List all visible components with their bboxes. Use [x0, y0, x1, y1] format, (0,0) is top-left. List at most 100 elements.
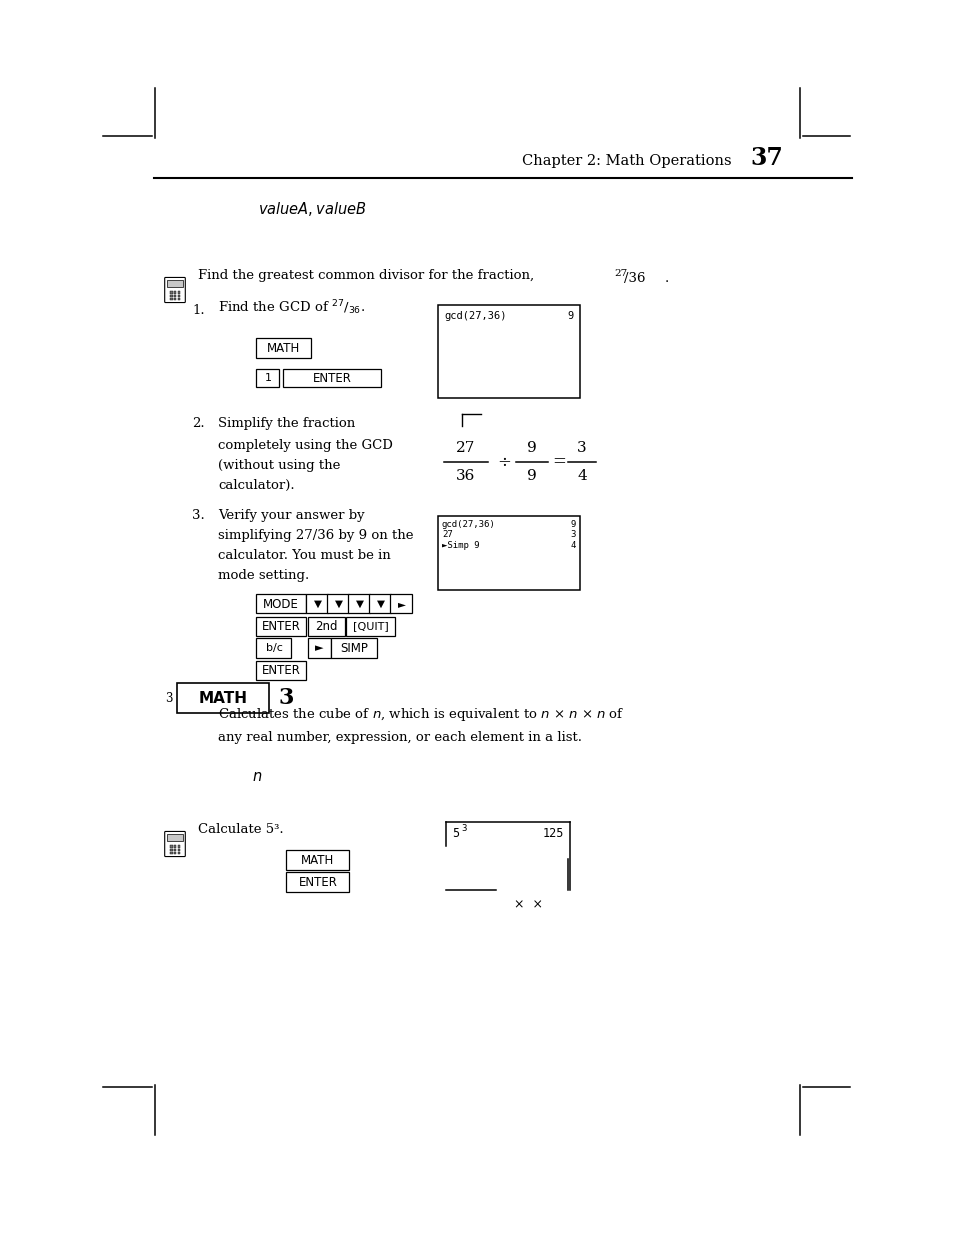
Text: 1.: 1.: [192, 304, 204, 317]
FancyBboxPatch shape: [286, 850, 349, 869]
FancyBboxPatch shape: [286, 872, 349, 892]
Text: 4: 4: [570, 541, 576, 550]
Text: $\mathit{valueA,valueB}$: $\mathit{valueA,valueB}$: [257, 200, 366, 219]
Text: ×  ×: × ×: [514, 898, 542, 911]
Bar: [170, 852, 172, 853]
Text: 3: 3: [570, 530, 576, 538]
Text: ENTER: ENTER: [313, 372, 352, 384]
Text: 3: 3: [277, 687, 294, 709]
Text: Calculates the cube of $n$, which is equivalent to $n$ × $n$ × $n$ of: Calculates the cube of $n$, which is equ…: [218, 706, 624, 722]
Bar: [167, 834, 183, 841]
Text: mode setting.: mode setting.: [218, 569, 309, 582]
Text: .: .: [664, 272, 669, 285]
Text: 3: 3: [165, 692, 172, 704]
FancyBboxPatch shape: [390, 594, 412, 614]
FancyBboxPatch shape: [256, 638, 292, 657]
Bar: [173, 845, 176, 847]
Text: calculator).: calculator).: [218, 479, 294, 492]
FancyBboxPatch shape: [256, 661, 306, 679]
Text: Find the greatest common divisor for the fraction,: Find the greatest common divisor for the…: [198, 269, 537, 282]
Text: ►Simp 9: ►Simp 9: [441, 541, 479, 550]
Text: [QUIT]: [QUIT]: [353, 621, 389, 631]
Text: 27: 27: [441, 530, 453, 538]
Text: 27: 27: [614, 269, 626, 278]
Text: ▼: ▼: [376, 599, 384, 609]
Text: calculator. You must be in: calculator. You must be in: [218, 550, 391, 562]
FancyBboxPatch shape: [331, 638, 377, 657]
Text: 4: 4: [577, 468, 586, 483]
FancyBboxPatch shape: [256, 338, 312, 358]
Text: MATH: MATH: [267, 342, 300, 354]
Text: $n$: $n$: [252, 769, 262, 784]
FancyBboxPatch shape: [369, 594, 391, 614]
Text: 9: 9: [527, 468, 537, 483]
Text: ÷: ÷: [497, 453, 511, 471]
Text: any real number, expression, or each element in a list.: any real number, expression, or each ele…: [218, 731, 581, 743]
Text: 1: 1: [264, 373, 272, 383]
Text: ▼: ▼: [355, 599, 363, 609]
Text: ENTER: ENTER: [298, 876, 337, 888]
Text: Simplify the fraction: Simplify the fraction: [218, 417, 355, 430]
Text: MATH: MATH: [198, 690, 247, 705]
Text: 9: 9: [567, 311, 574, 321]
FancyBboxPatch shape: [306, 594, 328, 614]
FancyBboxPatch shape: [327, 594, 349, 614]
Bar: [170, 295, 172, 296]
FancyBboxPatch shape: [308, 638, 330, 657]
FancyBboxPatch shape: [256, 368, 279, 388]
FancyBboxPatch shape: [348, 594, 370, 614]
FancyBboxPatch shape: [307, 616, 345, 636]
Text: ENTER: ENTER: [262, 620, 300, 632]
Text: gcd(27,36): gcd(27,36): [441, 520, 496, 529]
Text: 27: 27: [456, 441, 476, 456]
Text: MATH: MATH: [301, 853, 335, 867]
Bar: [177, 291, 180, 294]
FancyBboxPatch shape: [283, 368, 381, 388]
Bar: [170, 845, 172, 847]
Bar: [177, 848, 180, 851]
Text: 3.: 3.: [192, 509, 205, 522]
Bar: [177, 845, 180, 847]
Text: 9: 9: [527, 441, 537, 456]
Text: Chapter 2: Math Operations: Chapter 2: Math Operations: [522, 154, 731, 168]
Bar: [437, 305, 579, 398]
Text: 125: 125: [542, 827, 563, 840]
Bar: [437, 516, 579, 590]
Text: gcd(27,36): gcd(27,36): [443, 311, 506, 321]
Text: ►: ►: [397, 599, 405, 609]
Text: SIMP: SIMP: [340, 641, 368, 655]
Text: ►: ►: [314, 643, 323, 653]
FancyBboxPatch shape: [165, 278, 185, 303]
Text: ▼: ▼: [335, 599, 342, 609]
Text: 3: 3: [461, 824, 466, 832]
Text: Calculate 5³.: Calculate 5³.: [198, 823, 283, 836]
Text: /36: /36: [623, 272, 645, 285]
FancyBboxPatch shape: [176, 683, 269, 713]
Text: 36: 36: [456, 468, 476, 483]
Text: 37: 37: [749, 146, 782, 170]
FancyBboxPatch shape: [256, 594, 305, 614]
Bar: [173, 852, 176, 853]
Text: ▼: ▼: [314, 599, 321, 609]
FancyBboxPatch shape: [165, 831, 185, 857]
Bar: [173, 295, 176, 296]
Bar: [170, 848, 172, 851]
Text: 5: 5: [452, 827, 458, 840]
Text: simplifying 27/36 by 9 on the: simplifying 27/36 by 9 on the: [218, 529, 413, 542]
Text: 9: 9: [570, 520, 576, 529]
Text: (without using the: (without using the: [218, 459, 340, 472]
Bar: [173, 298, 176, 300]
Bar: [177, 298, 180, 300]
Text: Find the GCD of $^{27}/_{36}$.: Find the GCD of $^{27}/_{36}$.: [218, 299, 365, 317]
Text: ENTER: ENTER: [262, 663, 300, 677]
Text: 2.: 2.: [192, 417, 204, 430]
FancyBboxPatch shape: [346, 616, 395, 636]
Bar: [170, 298, 172, 300]
Text: 3: 3: [577, 441, 586, 456]
Text: MODE: MODE: [263, 598, 298, 610]
Text: b/c: b/c: [265, 643, 282, 653]
Bar: [177, 852, 180, 853]
Text: completely using the GCD: completely using the GCD: [218, 438, 393, 452]
Text: 2nd: 2nd: [314, 620, 337, 632]
Bar: [173, 291, 176, 294]
